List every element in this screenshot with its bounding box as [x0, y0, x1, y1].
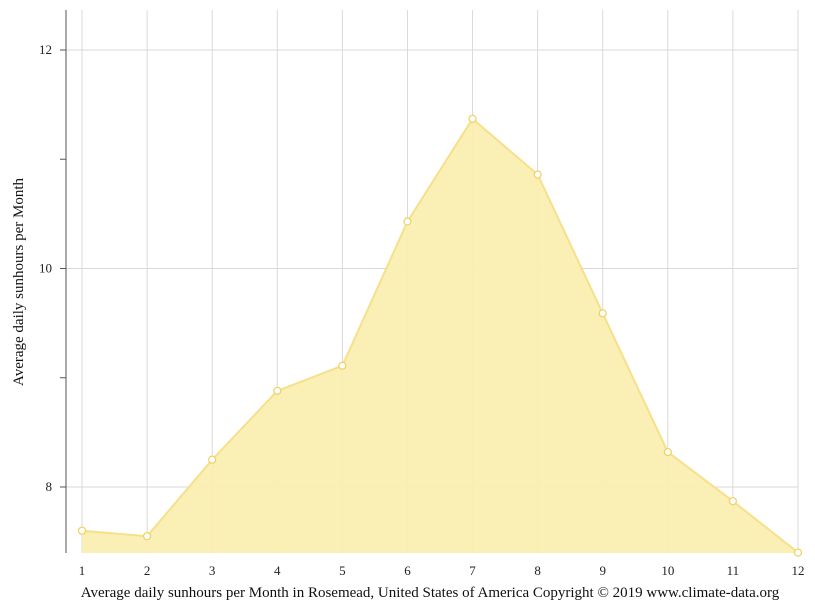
data-point-month-2	[142, 532, 152, 541]
data-point-month-10	[663, 447, 672, 457]
data-point-month-6	[403, 217, 412, 226]
x-tick-label: 10	[661, 563, 674, 578]
data-point-month-9	[598, 309, 607, 318]
data-point-month-3	[208, 455, 217, 464]
x-tick-label: 9	[599, 563, 606, 578]
y-tick-labels: 8 10 12	[39, 42, 52, 494]
x-tick-label: 11	[727, 563, 740, 578]
data-point-month-8	[533, 170, 542, 179]
y-tick-label: 8	[46, 479, 53, 494]
data-point-month-5	[338, 361, 347, 370]
data-point-month-4	[273, 386, 282, 395]
x-tick-label: 5	[339, 563, 346, 578]
x-tick-label: 2	[144, 563, 151, 578]
y-tick-label: 12	[39, 42, 52, 57]
x-tick-label: 8	[534, 563, 541, 578]
x-tick-label: 12	[792, 563, 805, 578]
axes	[60, 10, 67, 553]
data-point-month-12	[793, 548, 803, 557]
x-tick-label: 3	[209, 563, 216, 578]
x-tick-label: 6	[404, 563, 411, 578]
x-tick-labels: 1 2 3 4 5 6 7 8 9 10 11 12	[79, 563, 805, 578]
x-tick-label: 7	[469, 563, 476, 578]
data-point-month-7	[468, 114, 477, 123]
y-axis-title: Average daily sunhours per Month	[11, 178, 27, 387]
data-point-month-11	[728, 497, 738, 506]
series-area-fill	[82, 118, 798, 554]
x-tick-label: 4	[274, 563, 281, 578]
chart-caption: Average daily sunhours per Month in Rose…	[81, 585, 780, 601]
data-point-month-1	[77, 526, 87, 535]
x-tick-label: 1	[79, 563, 86, 578]
y-tick-label: 10	[39, 261, 52, 276]
series-line	[81, 117, 799, 554]
data-points	[77, 114, 803, 557]
